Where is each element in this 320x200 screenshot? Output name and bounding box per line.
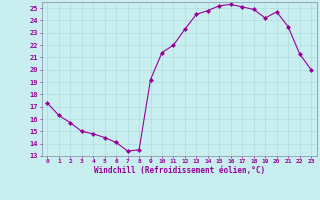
X-axis label: Windchill (Refroidissement éolien,°C): Windchill (Refroidissement éolien,°C) [94,166,265,175]
